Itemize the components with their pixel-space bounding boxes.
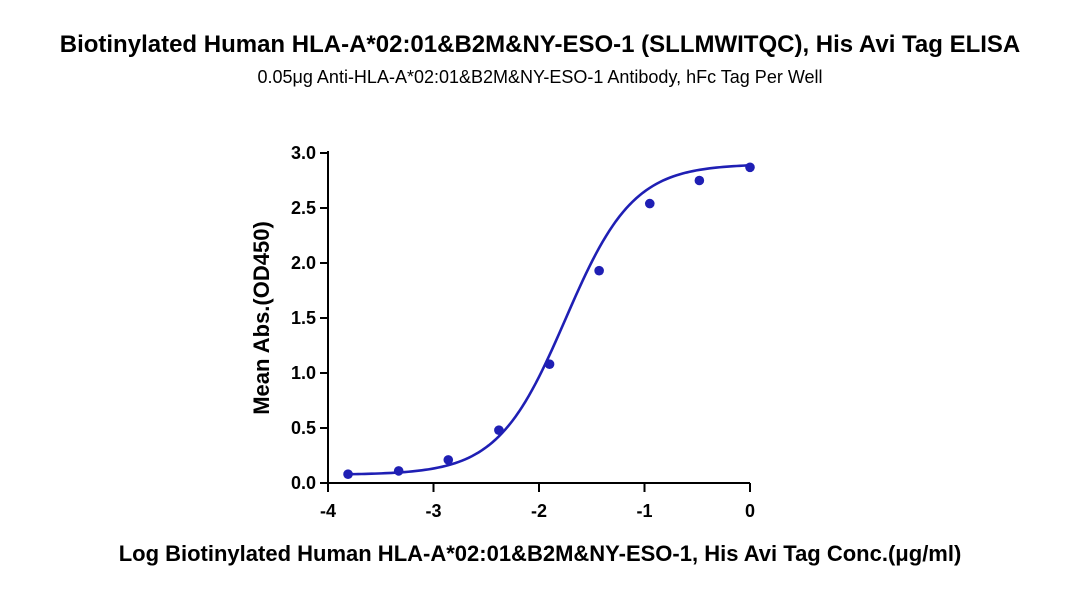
y-tick-label: 0.5 <box>291 418 316 438</box>
y-tick-label: 1.0 <box>291 363 316 383</box>
data-point <box>393 466 404 476</box>
data-point <box>494 425 504 436</box>
plot-area: 0.0 0.5 1.0 1.5 2.0 2.5 3.0 -4 -3 -2 -1 0 <box>291 143 755 521</box>
y-tick-label: 0.0 <box>291 473 316 493</box>
y-axis-label: Mean Abs.(OD450) <box>249 221 274 415</box>
x-tick-label: -2 <box>531 501 547 521</box>
x-tick-label: -3 <box>425 501 441 521</box>
x-axis-label: Log Biotinylated Human HLA-A*02:01&B2M&N… <box>119 541 962 566</box>
chart-subtitle: 0.05μg Anti-HLA-A*02:01&B2M&NY-ESO-1 Ant… <box>258 67 823 87</box>
y-tick-label: 1.5 <box>291 308 316 328</box>
x-tick-label: -4 <box>320 501 336 521</box>
x-tick-label: 0 <box>745 501 755 521</box>
chart-title: Biotinylated Human HLA-A*02:01&B2M&NY-ES… <box>60 31 1021 58</box>
y-tick-label: 2.0 <box>291 253 316 273</box>
data-point <box>694 175 705 186</box>
data-point <box>443 455 454 465</box>
data-point <box>594 265 604 276</box>
x-tick-label: -1 <box>636 501 652 521</box>
y-tick-label: 2.5 <box>291 198 316 218</box>
data-point <box>343 469 353 480</box>
data-point <box>544 359 555 370</box>
fit-curve <box>348 164 751 476</box>
y-tick-label: 3.0 <box>291 143 316 163</box>
data-point <box>745 162 755 173</box>
data-point <box>644 198 655 209</box>
